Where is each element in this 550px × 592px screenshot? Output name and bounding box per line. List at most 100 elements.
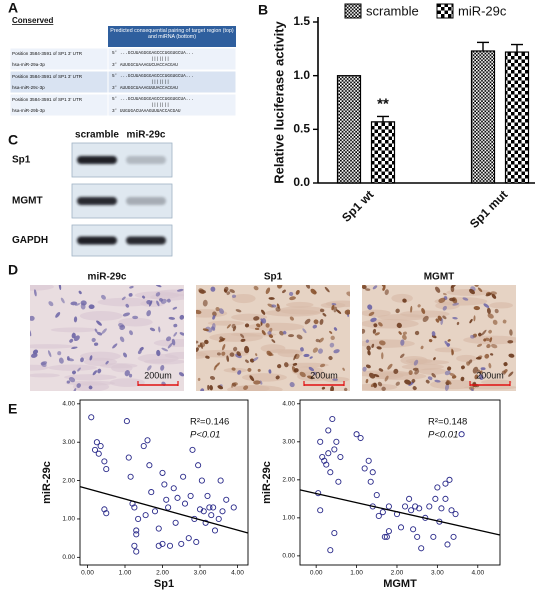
cell-nucleus: [329, 342, 335, 348]
bar: [504, 51, 530, 184]
cell-nucleus: [378, 322, 383, 327]
cell-nucleus: [440, 318, 444, 326]
cell-nucleus: [469, 318, 473, 324]
stroma: [79, 311, 123, 321]
point: [97, 442, 104, 450]
cell-nucleus: [313, 371, 317, 376]
cell-nucleus: [310, 288, 317, 295]
cell-nucleus: [156, 349, 161, 357]
point: [444, 541, 451, 548]
stroma: [30, 285, 54, 291]
cell-nucleus: [293, 353, 297, 361]
cell-nucleus: [444, 383, 450, 391]
cell-nucleus: [322, 312, 327, 317]
cell-nucleus: [218, 308, 224, 314]
y-tick-label: 4.00: [282, 401, 295, 408]
point: [418, 545, 425, 552]
cell-nucleus: [396, 322, 402, 329]
cell-nucleus: [88, 304, 95, 310]
cell-nucleus: [212, 311, 217, 317]
cell-nucleus: [478, 332, 482, 337]
stroma: [297, 371, 331, 382]
cell-nucleus: [197, 377, 201, 381]
y-axis-label: miR-29c: [261, 461, 273, 504]
cell-nucleus: [315, 338, 320, 343]
cell-nucleus: [417, 304, 421, 308]
point: [200, 508, 207, 515]
point: [127, 473, 134, 480]
point: [402, 503, 409, 510]
cell-nucleus: [485, 337, 490, 341]
cell-nucleus: [378, 368, 384, 372]
cell-nucleus: [452, 316, 458, 320]
cell-nucleus: [304, 318, 311, 325]
cell-nucleus: [503, 369, 508, 373]
cell-nucleus: [372, 285, 378, 290]
scale-bar-label: 200um: [144, 370, 172, 380]
point: [414, 533, 421, 540]
cell-nucleus: [491, 293, 497, 299]
cell-nucleus: [233, 382, 238, 386]
cell-nucleus: [210, 286, 216, 292]
cell-nucleus: [395, 381, 400, 386]
cell-nucleus: [412, 386, 417, 391]
point: [223, 496, 230, 503]
stat-annotation: R²=0.146: [190, 417, 229, 428]
table-header-bg: [108, 26, 236, 47]
cell-nucleus: [200, 388, 205, 391]
stroma: [64, 374, 117, 381]
cell-nucleus: [265, 287, 271, 295]
cell-nucleus: [240, 333, 245, 339]
point: [434, 484, 441, 491]
cell-nucleus: [268, 369, 272, 374]
trendline: [299, 489, 501, 536]
cell-nucleus: [343, 387, 348, 391]
cell-nucleus: [209, 375, 216, 380]
cell-nucleus: [282, 289, 286, 294]
micrograph: [196, 285, 350, 391]
cell-nucleus: [422, 315, 429, 323]
cell-nucleus: [319, 318, 324, 325]
cell-nucleus: [259, 380, 263, 385]
point: [335, 478, 342, 485]
cell-nucleus: [384, 375, 389, 382]
pairing: |||||||: [151, 80, 169, 85]
stroma: [391, 293, 413, 303]
point: [211, 527, 219, 534]
x-axis-label: Sp1: [154, 578, 174, 590]
cell-nucleus: [489, 337, 493, 343]
cell-nucleus: [379, 340, 386, 346]
mirna-name: hsa-miR-29a-3p: [12, 62, 45, 67]
point: [325, 450, 332, 457]
stroma: [362, 370, 412, 378]
legend-label: scramble: [366, 3, 419, 18]
point: [373, 491, 380, 499]
cell-nucleus: [365, 288, 371, 291]
bar: [336, 75, 362, 184]
cell-nucleus: [121, 296, 126, 301]
cell-nucleus: [196, 347, 199, 352]
point: [88, 414, 95, 421]
cell-nucleus: [368, 311, 375, 317]
cell-nucleus: [58, 357, 64, 364]
point: [181, 500, 189, 507]
stroma: [196, 351, 208, 359]
stroma: [434, 297, 488, 306]
image-title: MGMT: [424, 272, 455, 283]
blot-band: [77, 197, 117, 205]
panel-label: C: [8, 132, 18, 148]
cell-nucleus: [300, 347, 304, 352]
cell-nucleus: [142, 295, 146, 299]
cell-nucleus: [123, 352, 128, 358]
y-tick-label: 1.5: [293, 14, 310, 28]
cell-nucleus: [75, 303, 81, 306]
cell-nucleus: [475, 356, 482, 360]
cell-nucleus: [367, 350, 371, 356]
x-tick-label: 4.00: [471, 570, 484, 577]
plot-frame: [299, 399, 501, 566]
table-row: [9, 70, 237, 94]
point: [208, 512, 215, 519]
cell-nucleus: [198, 289, 207, 294]
cell-nucleus: [231, 323, 236, 329]
x-tick-label: 1.00: [350, 570, 363, 577]
